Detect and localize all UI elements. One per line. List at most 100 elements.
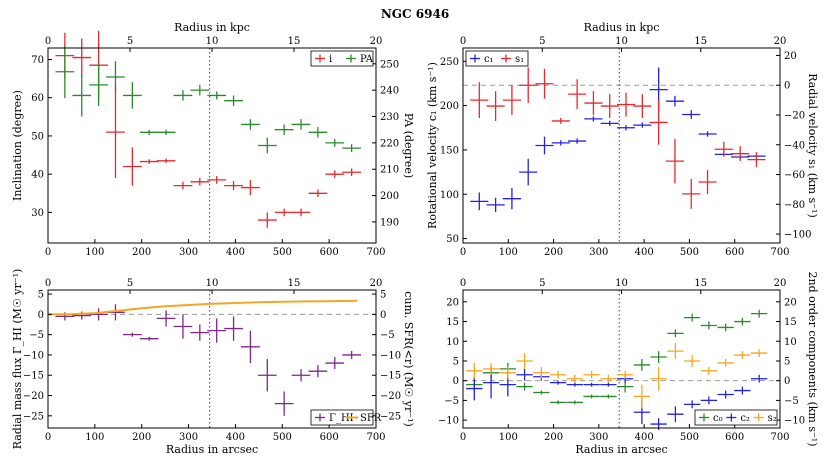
right-y-tick-label: 0 [784,81,790,92]
data-point [72,38,92,77]
data-point [551,140,570,146]
x-axis-label: Radius in arcsec [575,443,667,456]
data-point [190,84,210,96]
legend-box [310,409,374,426]
data-point [751,309,768,318]
data-point [257,359,277,392]
top-x-tick-label: 10 [615,36,628,47]
y-axis-label: Radial mass flux Γ_HI (M☉ yr⁻¹) [11,269,24,450]
x-tick-label: 100 [499,247,518,258]
top-x-tick-label: 10 [206,36,219,47]
top-x-tick-label: 20 [774,278,787,289]
series-c1 [470,67,766,212]
data-point [633,384,651,409]
x-tick-label: 200 [132,432,151,443]
legend: c₀ c₂ s₂ [694,409,778,426]
data-point [72,74,92,117]
data-point [308,189,328,198]
legend-label-Gamma_HI: Γ_HI [329,413,354,424]
legend-label-c1: c₁ [484,54,494,65]
data-point [747,152,766,168]
legend-label-s1: s₁ [515,54,524,65]
data-point [519,67,538,104]
data-point [568,138,587,144]
data-point [667,329,684,338]
x-tick-label: 600 [320,247,339,258]
right-y-tick-label: −15 [380,371,401,382]
data-point [717,323,734,332]
x-tick-label: 500 [273,247,292,258]
data-point [583,370,600,379]
data-point [55,45,75,99]
data-point [683,355,701,367]
right-y-tick-label: −80 [784,200,805,211]
data-point [291,369,311,382]
data-point [650,366,667,391]
data-point [734,317,751,326]
data-point [291,208,311,217]
data-point [649,100,668,145]
data-point [257,212,277,228]
panel-bottom-left: Γ_HI SFR [47,289,382,429]
data-point [106,61,125,93]
data-point [665,95,684,107]
data-point [667,343,684,359]
top-x-tick-label: 10 [615,278,628,289]
data-point [274,124,294,135]
y-tick-label: −10 [23,350,44,361]
data-point [482,362,500,375]
x-tick-label: 600 [725,432,744,443]
data-point [698,131,717,137]
x-tick-label: 400 [635,432,654,443]
top-x-tick-label: 0 [460,278,466,289]
x-tick-label: 0 [45,247,51,258]
data-point [683,313,701,322]
y-tick-label: −20 [23,391,44,402]
data-point [308,365,328,378]
data-point [519,158,538,186]
top-x-tick-label: 0 [45,278,51,289]
right-y-tick-label: 5 [380,290,386,301]
y-tick-label: 40 [31,170,44,181]
data-point [156,310,176,327]
data-point [549,380,567,385]
series-c0 [466,309,768,405]
right-y-tick-label: −5 [784,396,799,407]
data-point [325,356,345,370]
y-tick-label: 50 [31,131,44,142]
plot-frame [47,47,377,244]
right-y-tick-label: −10 [784,416,805,427]
data-point [291,119,311,130]
x-tick-label: 300 [179,247,198,258]
y-tick-label: 20 [446,297,459,308]
y-tick-label: 30 [31,208,44,219]
y-tick-label: 5 [453,356,459,367]
y-tick-label: 0 [453,376,459,387]
x-tick-label: 700 [770,247,789,258]
right-y-tick-label: 15 [784,317,797,328]
data-point [633,359,651,371]
data-point [89,63,108,106]
data-point [600,394,617,399]
top-x-tick-label: 20 [370,278,383,289]
panel-bottom-right: c₀ c₂ s₂ [462,289,781,430]
data-point [241,119,260,130]
y-tick-label: 150 [440,145,459,156]
y-tick-label: 100 [440,190,459,201]
right-y-tick-label: −10 [380,350,401,361]
data-point [600,374,617,383]
right-y-tick-label: 210 [380,165,399,176]
x-tick-label: 100 [499,432,518,443]
right-y-tick-label: 10 [784,337,797,348]
y-tick-label: −15 [23,371,44,382]
y-tick-label: 5 [38,290,44,301]
top-x-tick-label: 15 [288,278,301,289]
data-point [470,192,489,211]
data-point [156,129,176,135]
data-point [516,368,533,381]
y-tick-label: −10 [438,416,459,427]
top-x-tick-label: 15 [288,36,301,47]
data-point [650,351,667,363]
data-point [190,178,210,186]
